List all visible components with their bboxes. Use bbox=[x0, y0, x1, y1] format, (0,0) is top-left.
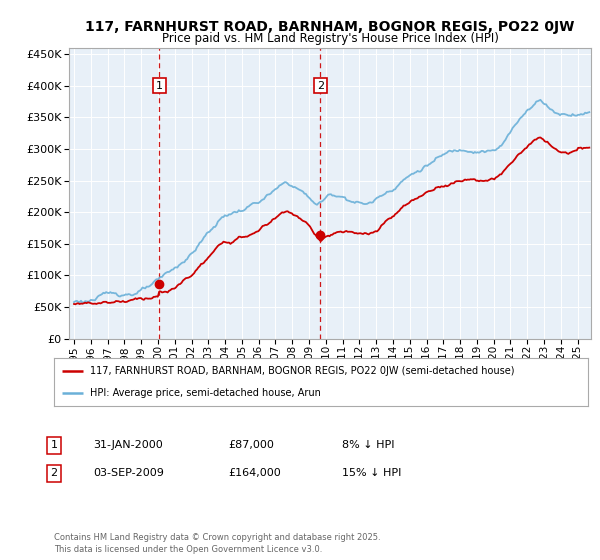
Text: 1: 1 bbox=[50, 440, 58, 450]
Text: 15% ↓ HPI: 15% ↓ HPI bbox=[342, 468, 401, 478]
Text: 117, FARNHURST ROAD, BARNHAM, BOGNOR REGIS, PO22 0JW (semi-detached house): 117, FARNHURST ROAD, BARNHAM, BOGNOR REG… bbox=[91, 366, 515, 376]
Text: Contains HM Land Registry data © Crown copyright and database right 2025.
This d: Contains HM Land Registry data © Crown c… bbox=[54, 533, 380, 554]
Text: 1: 1 bbox=[156, 81, 163, 91]
Text: £87,000: £87,000 bbox=[228, 440, 274, 450]
Text: 2: 2 bbox=[317, 81, 324, 91]
Text: HPI: Average price, semi-detached house, Arun: HPI: Average price, semi-detached house,… bbox=[91, 388, 321, 398]
Text: £164,000: £164,000 bbox=[228, 468, 281, 478]
Text: 117, FARNHURST ROAD, BARNHAM, BOGNOR REGIS, PO22 0JW: 117, FARNHURST ROAD, BARNHAM, BOGNOR REG… bbox=[85, 20, 575, 34]
Text: 2: 2 bbox=[50, 468, 58, 478]
Text: 31-JAN-2000: 31-JAN-2000 bbox=[93, 440, 163, 450]
Text: 8% ↓ HPI: 8% ↓ HPI bbox=[342, 440, 395, 450]
Text: 03-SEP-2009: 03-SEP-2009 bbox=[93, 468, 164, 478]
Text: Price paid vs. HM Land Registry's House Price Index (HPI): Price paid vs. HM Land Registry's House … bbox=[161, 32, 499, 45]
